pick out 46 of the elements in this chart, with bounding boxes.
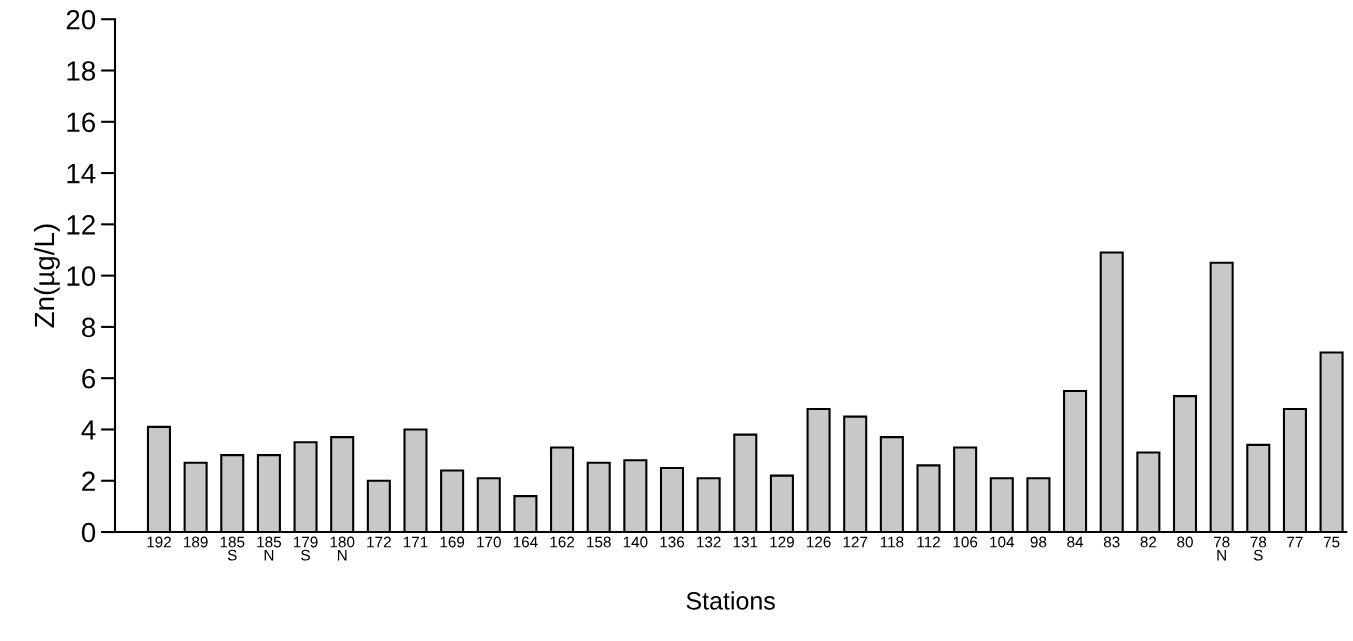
x-tick-label: 132: [697, 536, 721, 548]
y-tick-label: 18: [67, 61, 96, 81]
x-tick-label: 75: [1323, 536, 1340, 548]
x-tick-label: 185 S: [220, 536, 245, 561]
x-tick-label: 118: [880, 536, 904, 548]
y-tick-label: 6: [82, 368, 96, 389]
y-tick-label: 2: [82, 471, 95, 491]
x-tick-label: 169: [440, 536, 465, 548]
y-axis-title: Zn(µg/L): [33, 224, 60, 328]
x-tick-label: 104: [990, 536, 1015, 548]
x-tick-label: 158: [587, 536, 611, 548]
x-tick-label: 140: [623, 536, 648, 548]
x-tick-label: 162: [550, 536, 575, 548]
x-tick-label: 170: [477, 536, 501, 548]
y-tick-label: 4: [81, 420, 96, 440]
x-tick-label: 80: [1177, 536, 1193, 548]
x-tick-label: 82: [1140, 536, 1157, 548]
y-tick-label: 8: [82, 317, 96, 338]
x-tick-label: 189: [184, 536, 208, 548]
x-tick-label: 83: [1103, 536, 1120, 548]
y-tick-label: 14: [67, 164, 96, 184]
y-tick-label: 16: [67, 112, 96, 133]
x-tick-label: 106: [953, 536, 978, 548]
x-tick-label: 164: [513, 536, 538, 548]
x-tick-label: 78 N: [1213, 536, 1230, 561]
x-tick-label: 84: [1067, 536, 1084, 548]
x-tick-label: 77: [1287, 536, 1303, 548]
x-tick-label: 172: [367, 536, 391, 548]
x-tick-label: 136: [660, 536, 685, 548]
x-tick-label: 192: [147, 536, 171, 548]
x-tick-label: 185 N: [257, 536, 282, 561]
x-tick-label: 127: [843, 536, 868, 548]
x-tick-label: 126: [806, 536, 831, 548]
y-tick-label: 20: [66, 9, 96, 30]
x-axis-title: Stations: [686, 591, 775, 610]
y-tick-label: 12: [67, 215, 95, 235]
x-tick-label: 78 S: [1250, 536, 1267, 561]
y-tick-label: 0: [81, 522, 96, 543]
x-tick-label: 131: [733, 536, 758, 548]
x-tick-label: 98: [1030, 536, 1047, 548]
x-tick-label: 179 S: [293, 536, 318, 561]
x-tick-label: 171: [403, 536, 428, 548]
x-tick-label: 112: [917, 536, 940, 548]
x-tick-label: 129: [770, 536, 794, 548]
x-tick-label: 180 N: [330, 536, 355, 561]
y-tick-label: 10: [67, 266, 96, 286]
